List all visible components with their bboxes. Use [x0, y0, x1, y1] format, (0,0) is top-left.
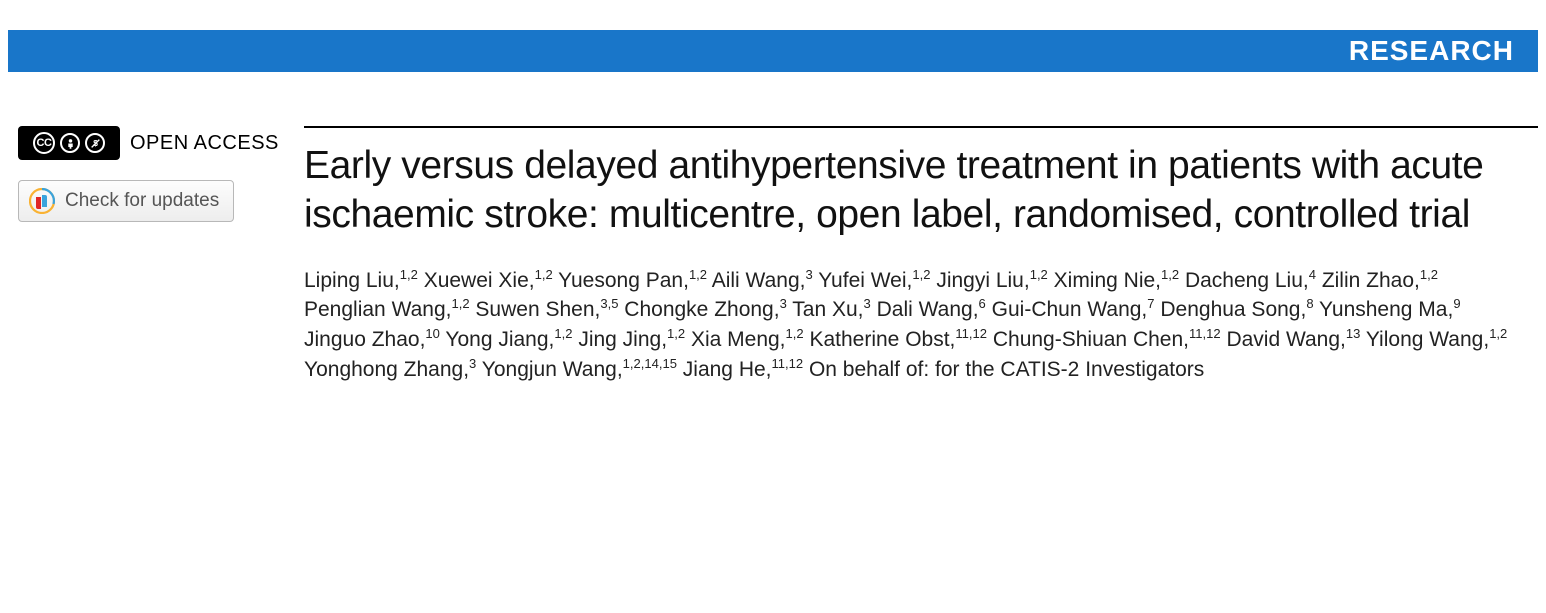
open-access-row: CC $ OPEN ACCESS [18, 126, 304, 160]
author: Penglian Wang,1,2 [304, 298, 470, 321]
author: Yong Jiang,1,2 [445, 328, 572, 351]
author: Jiang He,11,12 [683, 358, 803, 381]
cc-icon: CC [33, 132, 55, 154]
nc-icon: $ [85, 133, 105, 153]
author: Yongjun Wang,1,2,14,15 [482, 358, 677, 381]
author-affiliation: 1,2 [451, 296, 469, 311]
author: Yuesong Pan,1,2 [558, 269, 707, 292]
author: Dacheng Liu,4 [1185, 269, 1316, 292]
author-affiliation: 6 [979, 296, 986, 311]
banner-label: RESEARCH [1349, 35, 1514, 67]
author: Jingyi Liu,1,2 [936, 269, 1047, 292]
author-affiliation: 1,2 [535, 267, 553, 282]
author-affiliation: 1,2 [1030, 267, 1048, 282]
author: Katherine Obst,11,12 [809, 328, 987, 351]
author: Dali Wang,6 [877, 298, 986, 321]
author: Yufei Wei,1,2 [818, 269, 930, 292]
author-list: Liping Liu,1,2 Xuewei Xie,1,2 Yuesong Pa… [304, 266, 1518, 385]
article-main: Early versus delayed antihypertensive tr… [304, 126, 1538, 385]
author: Suwen Shen,3,5 [475, 298, 618, 321]
author: Tan Xu,3 [792, 298, 870, 321]
author-affiliation: 4 [1309, 267, 1316, 282]
author-affiliation: 3 [805, 267, 812, 282]
check-for-updates-button[interactable]: Check for updates [18, 180, 234, 222]
content-row: CC $ OPEN ACCESS Check for updates [0, 126, 1546, 385]
crossmark-icon [29, 188, 55, 214]
author: Ximing Nie,1,2 [1054, 269, 1179, 292]
author: Liping Liu,1,2 [304, 269, 418, 292]
open-access-label: OPEN ACCESS [130, 132, 279, 155]
author-affiliation: 11,12 [955, 326, 987, 341]
author-affiliation: 1,2 [786, 326, 804, 341]
author-affiliation: 1,2 [912, 267, 930, 282]
author-affiliation: 1,2 [554, 326, 572, 341]
author: Xia Meng,1,2 [691, 328, 804, 351]
author: Yunsheng Ma,9 [1319, 298, 1461, 321]
author-affiliation: 13 [1346, 326, 1360, 341]
author-affiliation: 3,5 [600, 296, 618, 311]
on-behalf-text: On behalf of: for the CATIS-2 Investigat… [809, 358, 1204, 381]
author-affiliation: 1,2 [689, 267, 707, 282]
author-affiliation: 8 [1306, 296, 1313, 311]
author-affiliation: 1,2 [400, 267, 418, 282]
section-banner: RESEARCH [8, 30, 1538, 72]
author: Jing Jing,1,2 [578, 328, 685, 351]
article-title: Early versus delayed antihypertensive tr… [304, 142, 1518, 240]
author-affiliation: 11,12 [1189, 326, 1221, 341]
author-affiliation: 11,12 [772, 356, 804, 371]
author: Chongke Zhong,3 [624, 298, 787, 321]
author: Jinguo Zhao,10 [304, 328, 440, 351]
author-affiliation: 1,2 [1161, 267, 1179, 282]
cc-license-badge: CC $ [18, 126, 120, 160]
author-affiliation: 10 [425, 326, 439, 341]
check-for-updates-label: Check for updates [65, 190, 219, 212]
author-affiliation: 9 [1453, 296, 1460, 311]
by-icon [60, 133, 80, 153]
author-affiliation: 1,2,14,15 [623, 356, 677, 371]
author: David Wang,13 [1226, 328, 1360, 351]
author-affiliation: 1,2 [1489, 326, 1507, 341]
author: Zilin Zhao,1,2 [1322, 269, 1438, 292]
author: Chung-Shiuan Chen,11,12 [993, 328, 1221, 351]
author-affiliation: 3 [864, 296, 871, 311]
author-affiliation: 3 [780, 296, 787, 311]
author-affiliation: 1,2 [667, 326, 685, 341]
author-affiliation: 7 [1147, 296, 1154, 311]
sidebar: CC $ OPEN ACCESS Check for updates [18, 126, 304, 385]
author: Yonghong Zhang,3 [304, 358, 476, 381]
author: Yilong Wang,1,2 [1366, 328, 1507, 351]
author-affiliation: 1,2 [1420, 267, 1438, 282]
author: Aili Wang,3 [712, 269, 813, 292]
author-affiliation: 3 [469, 356, 476, 371]
author: Xuewei Xie,1,2 [424, 269, 553, 292]
author: Gui-Chun Wang,7 [992, 298, 1155, 321]
author: Denghua Song,8 [1160, 298, 1313, 321]
